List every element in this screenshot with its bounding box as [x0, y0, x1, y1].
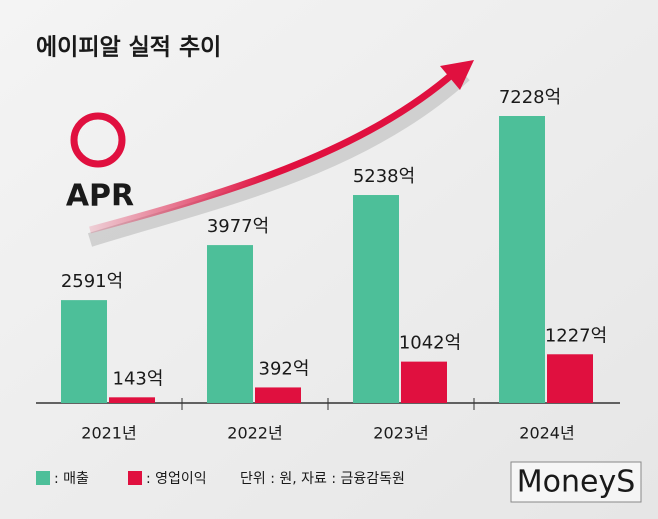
x-tick-label: 2022년	[227, 424, 282, 443]
bar	[207, 245, 253, 403]
bar	[109, 397, 155, 403]
value-label: 5238억	[353, 166, 415, 187]
bar	[353, 195, 399, 403]
bar	[401, 361, 447, 403]
value-label: 143억	[113, 368, 164, 389]
arrow-head	[440, 60, 474, 90]
arrow-shadow	[87, 69, 470, 247]
logo: APR	[66, 179, 134, 214]
watermark: MoneyS	[517, 465, 636, 500]
value-label: 392억	[259, 358, 310, 379]
arrow	[89, 69, 458, 234]
x-tick-label: 2021년	[81, 424, 136, 443]
legend-label: : 매출	[54, 471, 89, 487]
legend-swatch	[128, 471, 142, 485]
bar	[547, 354, 593, 403]
chart-title: 에이피알 실적 추이	[36, 35, 221, 61]
watermark-box	[510, 461, 642, 503]
source-note: 단위 : 원, 자료 : 금융감독원	[240, 471, 405, 487]
logo-ring	[70, 112, 126, 168]
value-label: 1042억	[399, 333, 461, 354]
bar	[255, 387, 301, 403]
value-label: 7228억	[499, 87, 561, 108]
bar	[61, 300, 107, 403]
value-label: 2591억	[61, 271, 123, 292]
value-label: 3977억	[207, 216, 269, 237]
bar	[499, 116, 545, 403]
value-label: 1227억	[545, 325, 607, 346]
legend-label: : 영업이익	[146, 471, 207, 487]
x-tick-label: 2024년	[519, 424, 574, 443]
legend-swatch	[36, 471, 50, 485]
x-tick-label: 2023년	[373, 424, 428, 443]
